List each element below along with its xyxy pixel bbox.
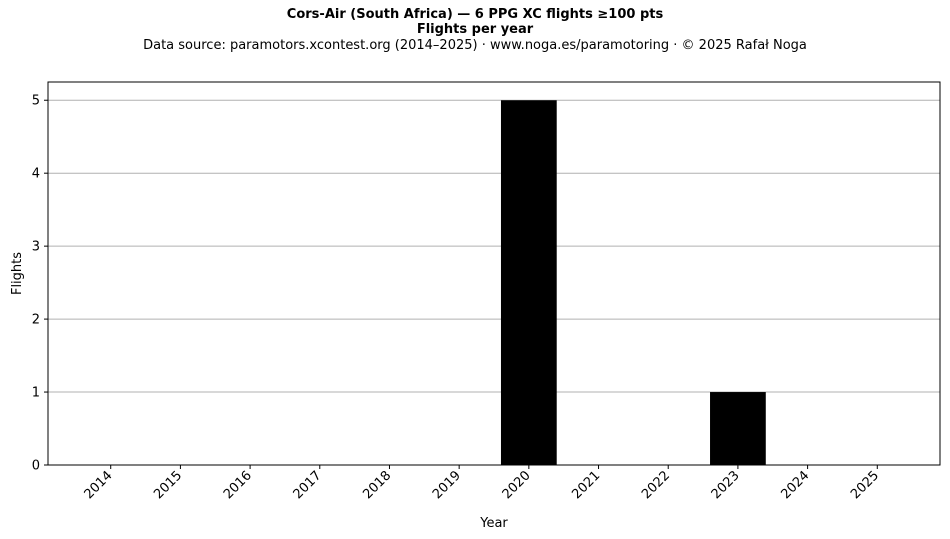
bar-2023: [710, 392, 766, 465]
x-tick-label: 2017: [291, 468, 325, 502]
y-tick-label: 0: [32, 459, 40, 474]
x-tick-label: 2015: [151, 468, 185, 502]
y-tick-label: 1: [32, 386, 40, 401]
x-tick-label: 2022: [639, 468, 673, 502]
x-tick-label: 2024: [778, 468, 812, 502]
x-tick-label: 2020: [500, 468, 534, 502]
x-tick-label: 2016: [221, 468, 255, 502]
y-axis-label: Flights: [10, 252, 25, 295]
y-tick-label: 4: [32, 167, 40, 182]
x-tick-label: 2019: [430, 468, 464, 502]
chart-source-note: Data source: paramotors.xcontest.org (20…: [143, 38, 807, 53]
plot-frame: [47, 81, 941, 466]
x-tick-label: 2021: [569, 468, 603, 502]
x-axis-ticks: 2014 2015 2016 2017 2018 2019 2020 2021 2022 2023…: [82, 465, 882, 502]
chart-title: Cors-Air (South Africa) — 6 PPG XC fligh…: [286, 7, 664, 22]
y-tick-label: 3: [32, 240, 40, 255]
bars: [500, 100, 766, 465]
grid-lines: [48, 99, 940, 393]
y-tick-label: 5: [32, 94, 40, 109]
x-tick-label: 2023: [709, 468, 743, 502]
x-tick-label: 2025: [848, 468, 882, 502]
y-axis-ticks: 0 1 2 3 4 5: [32, 94, 48, 474]
chart-subtitle: Flights per year: [416, 22, 534, 37]
x-tick-label: 2018: [360, 468, 394, 502]
chart-header: Cors-Air (South Africa) — 6 PPG XC fligh…: [0, 7, 950, 54]
x-tick-label: 2014: [82, 468, 116, 502]
bar-2020: [500, 100, 557, 465]
y-tick-label: 2: [32, 313, 40, 328]
x-axis-label: Year: [479, 516, 508, 531]
